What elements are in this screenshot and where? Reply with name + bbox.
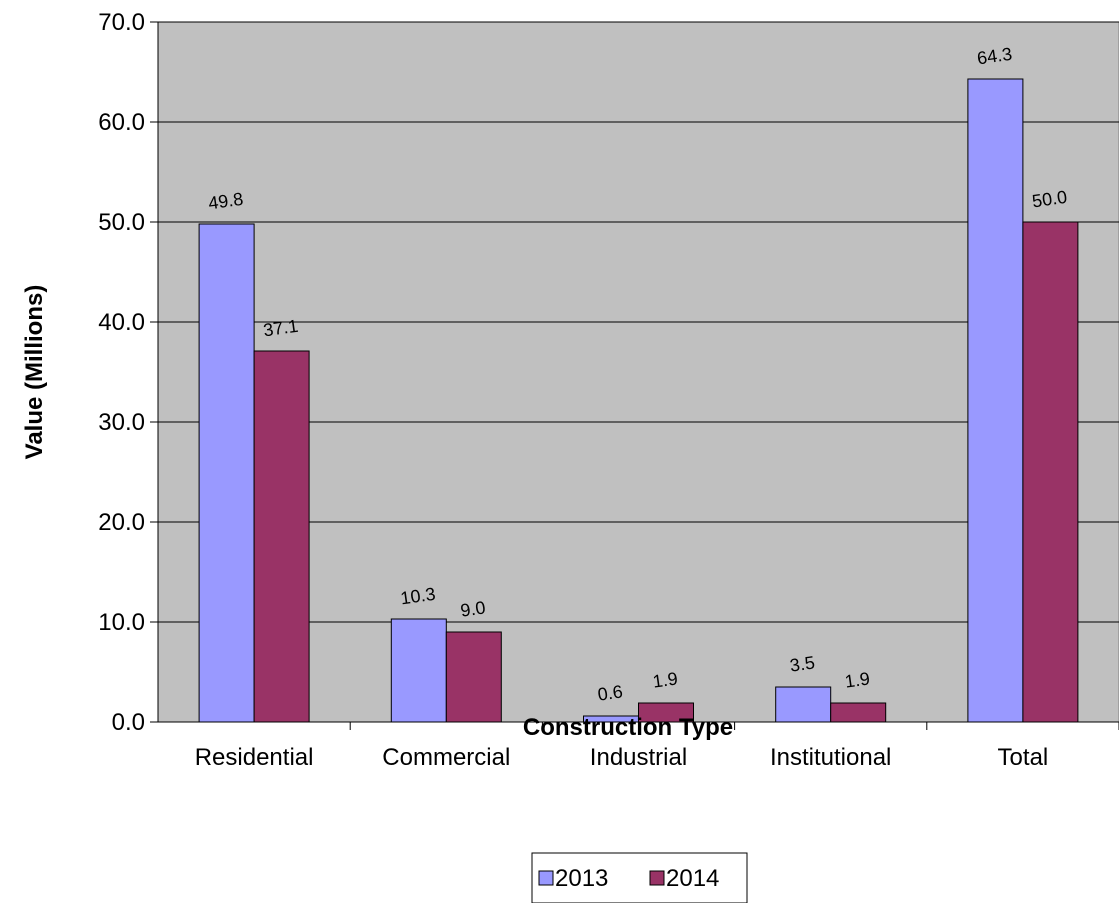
axes: 0.0 10.0 20.0 30.0 40.0 50.0 60.0 70.0 Residenti… <box>98 9 1119 771</box>
legend-swatch-2013 <box>538 870 554 886</box>
x-tick-label: Commercial <box>382 744 510 771</box>
y-axis-title: Value (Millions) <box>21 285 48 460</box>
bar-2013-institutional <box>775 686 832 723</box>
x-tick-label: Residential <box>195 744 314 771</box>
bar-2013-total <box>967 78 1024 723</box>
data-label: 37.1 <box>262 316 299 341</box>
bars <box>198 78 1079 723</box>
data-labels: 49.8 37.1 10.3 9.0 0.6 1.9 3.5 1.9 64.3 50.0 <box>207 44 1068 705</box>
data-label: 10.3 <box>399 584 436 609</box>
data-label: 0.6 <box>596 681 624 704</box>
legend-label-2013: 2013 <box>555 865 608 892</box>
data-label: 1.9 <box>651 668 679 691</box>
bar-2014-institutional <box>830 702 887 723</box>
y-tick-label: 30.0 <box>98 409 145 436</box>
bar-2014-total <box>1022 221 1079 723</box>
legend-box <box>531 852 748 903</box>
data-label: 50.0 <box>1031 187 1068 212</box>
legend: 2013 2014 <box>531 852 748 903</box>
x-tick-label: Institutional <box>770 744 891 771</box>
y-tick-label: 50.0 <box>98 209 145 236</box>
legend-swatch-2014 <box>649 870 665 886</box>
plot-area <box>157 21 1119 723</box>
y-tick-label: 70.0 <box>98 9 145 36</box>
x-axis-title: Construction Type <box>523 714 733 741</box>
data-label: 49.8 <box>207 189 244 214</box>
y-tick-label: 20.0 <box>98 509 145 536</box>
data-label: 9.0 <box>459 597 487 620</box>
bar-2014-commercial <box>445 631 502 723</box>
x-tick-label: Industrial <box>590 744 687 771</box>
bar-2013-commercial <box>390 618 447 723</box>
y-tick-label: 10.0 <box>98 609 145 636</box>
gridlines <box>158 21 1119 623</box>
bar-2013-residential <box>198 223 255 723</box>
data-label: 1.9 <box>844 668 872 691</box>
y-tick-label: 60.0 <box>98 109 145 136</box>
bar-2014-residential <box>253 350 310 723</box>
x-tick-label: Total <box>998 744 1049 771</box>
y-tick-label: 0.0 <box>112 709 145 736</box>
data-label: 64.3 <box>976 44 1013 69</box>
legend-label-2014: 2014 <box>666 865 719 892</box>
y-tick-label: 40.0 <box>98 309 145 336</box>
data-label: 3.5 <box>789 652 817 675</box>
